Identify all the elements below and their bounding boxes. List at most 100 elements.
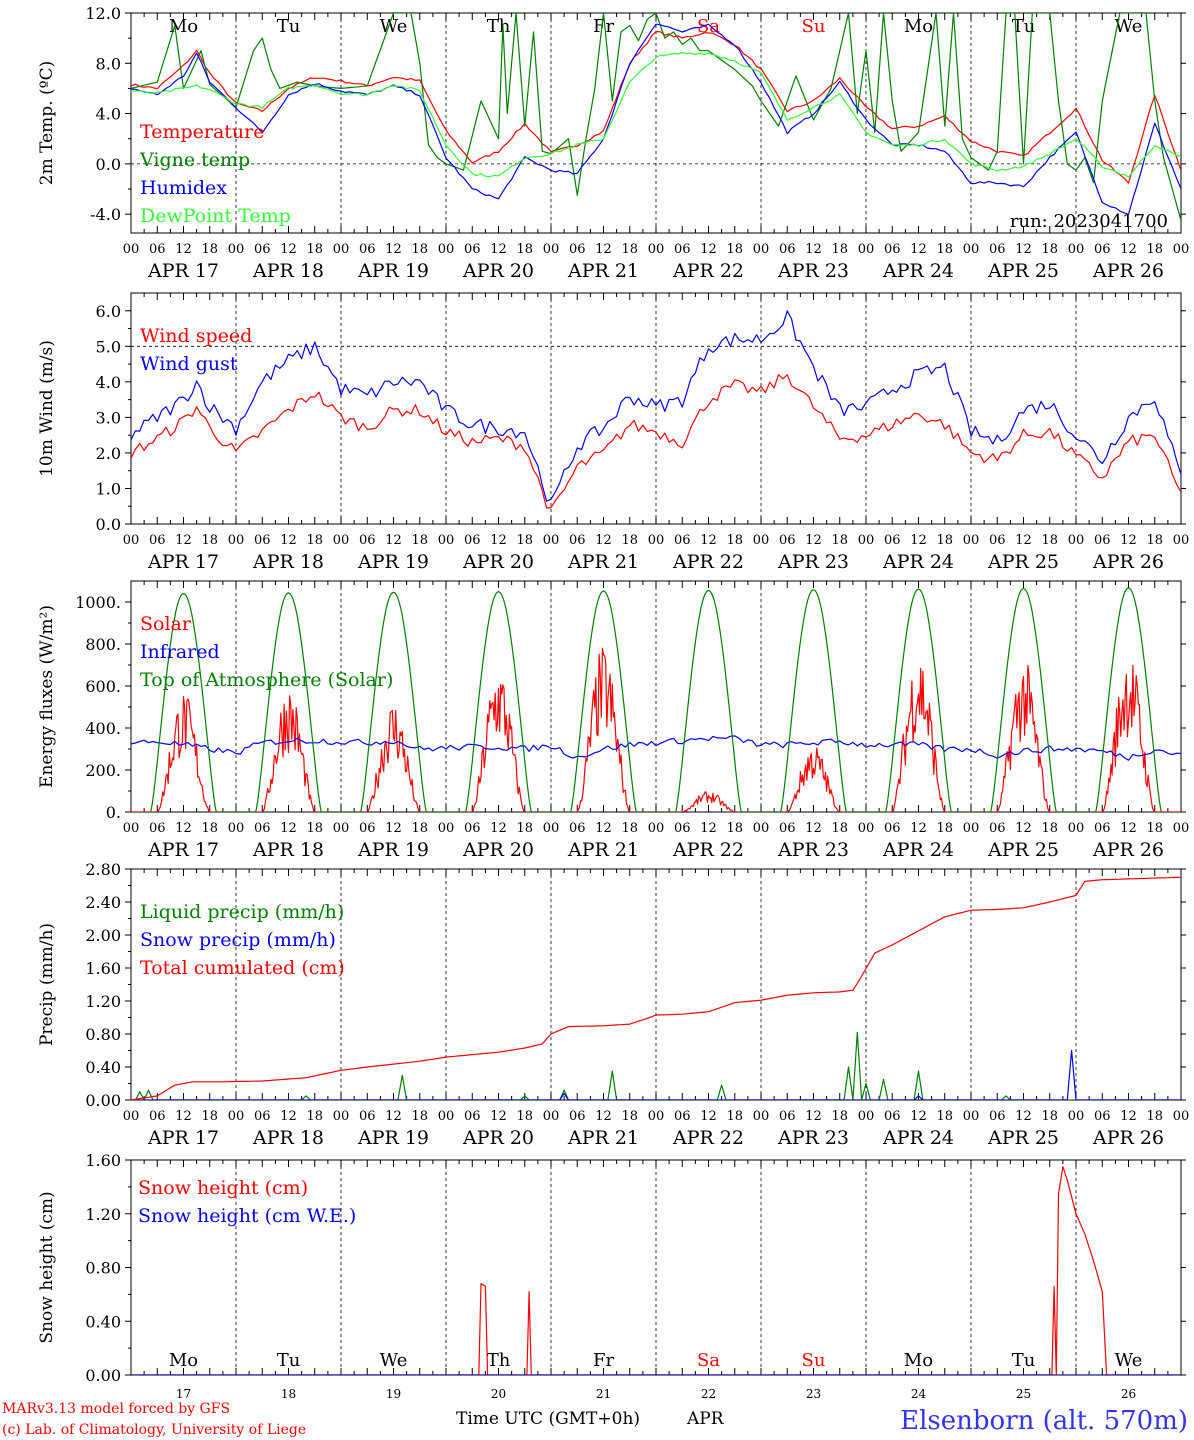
hour-label: 18	[1041, 533, 1058, 548]
hour-label: 00	[963, 1109, 980, 1124]
hour-label: 18	[831, 242, 848, 257]
hour-label: 18	[936, 821, 953, 836]
hour-label: 18	[936, 1109, 953, 1124]
hour-label: 18	[201, 1109, 218, 1124]
y-tick-label: 6.0	[96, 302, 121, 321]
hour-label: 18	[411, 533, 428, 548]
day-label: APR 19	[357, 1127, 429, 1149]
day-label: APR 19	[357, 260, 429, 282]
y-tick-label: 4.0	[96, 105, 121, 124]
x-axis-title: Time UTC (GMT+0h)	[456, 1409, 640, 1429]
hour-label: 06	[149, 821, 166, 836]
hour-label: 12	[595, 821, 612, 836]
day-label: APR 25	[987, 551, 1059, 573]
hour-label: 12	[1015, 821, 1032, 836]
day-number-label: 26	[1121, 1387, 1136, 1401]
legend-entry: Vigne temp	[139, 149, 250, 171]
hour-label: 00	[1068, 242, 1085, 257]
hour-label: 12	[1120, 1109, 1137, 1124]
day-label: APR 22	[672, 260, 744, 282]
hour-label: 06	[989, 821, 1006, 836]
hour-label: 12	[490, 533, 507, 548]
hour-label: 12	[1120, 821, 1137, 836]
day-label: APR 25	[987, 1127, 1059, 1149]
day-number-label: 23	[806, 1387, 821, 1401]
hour-label: 12	[700, 821, 717, 836]
x-axis-month: APR	[686, 1409, 725, 1429]
legend-entry: Liquid precip (mm/h)	[140, 901, 344, 923]
hour-label: 12	[385, 242, 402, 257]
y-tick-label: 1.60	[85, 959, 121, 978]
hour-label: 00	[858, 821, 875, 836]
day-number-label: 21	[596, 1387, 611, 1401]
hour-label: 18	[1146, 1109, 1163, 1124]
hour-label: 06	[359, 242, 376, 257]
hour-label: 12	[1015, 1109, 1032, 1124]
hour-label: 12	[490, 1109, 507, 1124]
hour-label: 18	[726, 1109, 743, 1124]
hour-label: 00	[228, 533, 245, 548]
hour-label: 12	[595, 1109, 612, 1124]
day-label: APR 19	[357, 839, 429, 861]
day-label: APR 17	[147, 260, 219, 282]
hour-label: 06	[464, 1109, 481, 1124]
hour-label: 00	[543, 242, 560, 257]
panel-temp: -4.0 0.0 4.0 8.0 12.0 2m Temp. (ºC) 00 06 12 18 AP…	[37, 4, 1189, 282]
hour-label: 18	[621, 821, 638, 836]
day-label: APR 23	[777, 839, 849, 861]
hour-label: 06	[254, 242, 271, 257]
hour-label: 00	[123, 1109, 140, 1124]
weekday-label: Mo	[169, 16, 198, 37]
hour-label: 12	[280, 533, 297, 548]
hour-label: 00	[438, 533, 455, 548]
hour-label: 18	[621, 533, 638, 548]
day-label: APR 23	[777, 1127, 849, 1149]
y-tick-label: 200.	[85, 761, 121, 780]
hour-label: 06	[1094, 533, 1111, 548]
weekday-label: Tu	[1012, 1350, 1036, 1371]
day-label: APR 22	[672, 551, 744, 573]
hour-label: 06	[674, 821, 691, 836]
series-humidex	[131, 23, 1181, 216]
hour-label: 00	[963, 242, 980, 257]
y-tick-label: 4.0	[96, 373, 121, 392]
hour-label: 12	[1015, 242, 1032, 257]
y-tick-label: 800.	[85, 635, 121, 654]
y-tick-label: 600.	[85, 677, 121, 696]
series-solar	[131, 647, 1181, 812]
legend-entry: Snow height (cm W.E.)	[138, 1205, 356, 1227]
hour-label: 00	[1068, 821, 1085, 836]
y-tick-label: 0.	[106, 803, 121, 822]
y-tick-label: 1000.	[75, 593, 121, 612]
hour-label: 06	[569, 242, 586, 257]
hour-label: 00	[858, 533, 875, 548]
series-infrared	[131, 735, 1181, 761]
hour-label: 12	[175, 533, 192, 548]
day-label: APR 21	[567, 1127, 639, 1149]
hour-label: 18	[516, 821, 533, 836]
y-tick-label: 2.0	[96, 444, 121, 463]
hour-label: 06	[149, 1109, 166, 1124]
series-wind-gust	[131, 310, 1181, 502]
legend-entry: Solar	[140, 613, 192, 635]
hour-label: 18	[306, 1109, 323, 1124]
day-label: APR 20	[462, 551, 534, 573]
hour-label: 18	[201, 821, 218, 836]
weekday-label: Tu	[1012, 16, 1036, 37]
day-number-label: 17	[176, 1387, 191, 1401]
weekday-label: We	[1115, 1350, 1143, 1371]
series-temperature	[131, 30, 1181, 184]
y-tick-label: -4.0	[90, 205, 121, 224]
hour-label: 18	[726, 533, 743, 548]
y-axis-label: Precip (mm/h)	[37, 923, 57, 1046]
hour-label: 00	[123, 533, 140, 548]
day-number-label: 22	[701, 1387, 716, 1401]
hour-label: 00	[753, 1109, 770, 1124]
hour-label: 18	[411, 1109, 428, 1124]
hour-label: 12	[595, 533, 612, 548]
legend-entry: Temperature	[140, 121, 264, 143]
hour-label: 06	[779, 533, 796, 548]
hour-label: 12	[805, 242, 822, 257]
hour-label: 00	[1173, 242, 1190, 257]
hour-label: 18	[1041, 1109, 1058, 1124]
